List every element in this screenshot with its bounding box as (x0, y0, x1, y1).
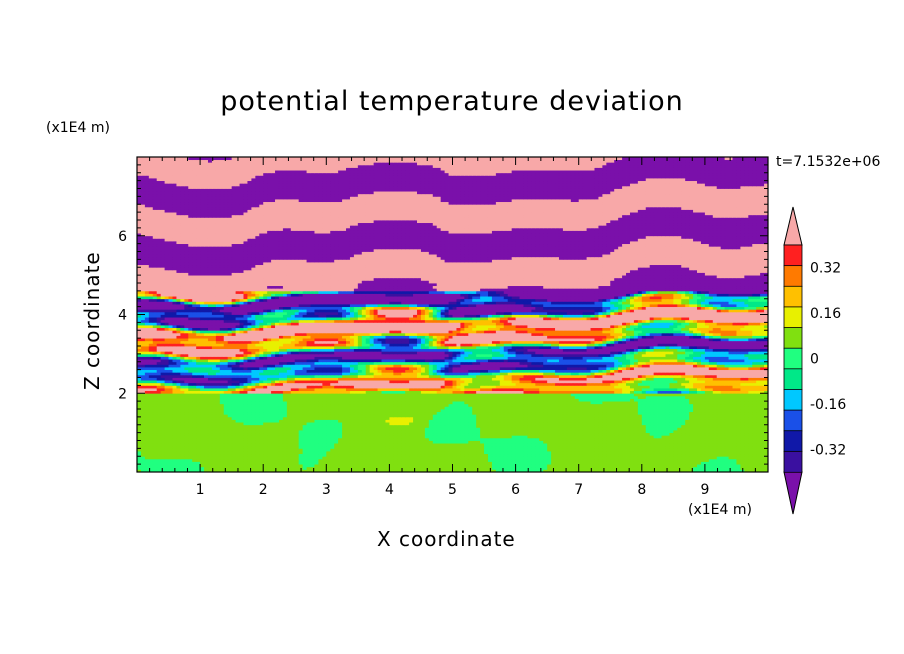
x-tick-label: 7 (574, 482, 583, 498)
colorbar-label: 0 (810, 352, 819, 368)
x-axis-label: X coordinate (377, 527, 516, 551)
colorbar (783, 206, 803, 515)
x-axis-unit: (x1E4 m) (688, 502, 752, 518)
colorbar-max-extension (783, 206, 803, 246)
x-tick-label: 8 (637, 482, 646, 498)
y-tick-label: 6 (118, 229, 127, 245)
y-tick-label: 4 (118, 308, 127, 324)
colorbar-label: 0.32 (810, 261, 841, 277)
x-tick-label: 9 (700, 482, 709, 498)
colorbar-segment (783, 244, 803, 267)
chart-title: potential temperature deviation (220, 86, 684, 117)
x-tick-label: 3 (322, 482, 331, 498)
colorbar-segment (783, 347, 803, 370)
colorbar-segment (783, 450, 803, 473)
axis-ticks (136, 156, 769, 473)
x-tick-label: 4 (385, 482, 394, 498)
colorbar-segment (783, 389, 803, 411)
time-label: t=7.1532e+06 (776, 154, 881, 170)
colorbar-min-extension (783, 471, 803, 515)
y-axis-unit: (x1E4 m) (46, 120, 110, 136)
colorbar-segment (783, 285, 803, 308)
colorbar-label: -0.32 (810, 442, 846, 458)
colorbar-segment (783, 368, 803, 391)
colorbar-segment (783, 409, 803, 432)
colorbar-label: 0.16 (810, 306, 841, 322)
x-tick-label: 5 (448, 482, 457, 498)
colorbar-label: -0.16 (810, 397, 846, 413)
y-tick-label: 2 (118, 386, 127, 402)
contour-field (137, 157, 769, 473)
x-tick-label: 2 (259, 482, 268, 498)
colorbar-segment (783, 306, 803, 329)
x-tick-label: 6 (511, 482, 520, 498)
colorbar-segment (783, 265, 803, 287)
x-tick-label: 1 (196, 482, 205, 498)
colorbar-segment (783, 327, 803, 349)
colorbar-segment (783, 430, 803, 453)
